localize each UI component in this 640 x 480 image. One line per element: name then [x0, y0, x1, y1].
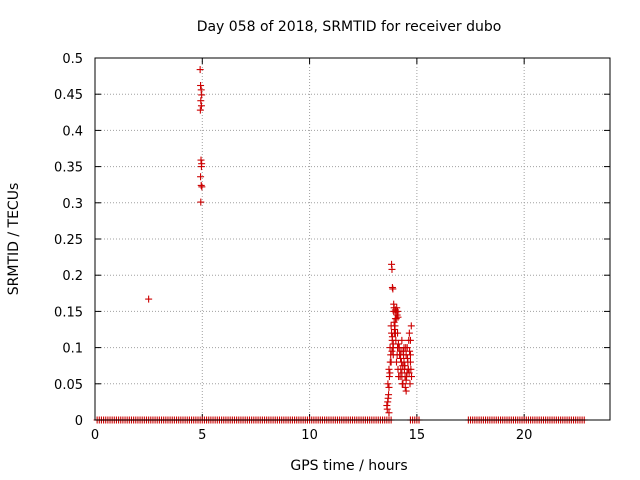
data-point: [396, 351, 404, 359]
data-point: [197, 156, 205, 164]
data-point: [394, 365, 402, 373]
data-point: [384, 394, 392, 402]
data-point: [388, 265, 396, 273]
data-point: [402, 387, 410, 395]
grid-lines: [95, 58, 610, 420]
y-tick-label: 0.3: [62, 197, 83, 212]
data-point: [397, 347, 405, 355]
data-point: [400, 344, 408, 352]
data-point: [405, 329, 413, 337]
data-point: [397, 358, 405, 366]
data-point: [399, 362, 407, 370]
y-tick-label: 0.4: [62, 124, 83, 139]
data-point: [197, 181, 205, 189]
chart-title: Day 058 of 2018, SRMTID for receiver dub…: [197, 19, 502, 35]
data-point: [406, 347, 414, 355]
x-axis-title: GPS time / hours: [290, 458, 407, 474]
x-axis-ticks: 0 5 10 15 20: [91, 58, 533, 443]
x-tick-label: 5: [198, 428, 206, 443]
data-point: [197, 102, 205, 110]
data-point: [145, 295, 153, 303]
data-point: [407, 322, 415, 330]
plot-frame: [94, 57, 611, 421]
data-point: [402, 376, 410, 384]
data-point: [406, 351, 414, 359]
y-tick-label: 0.1: [62, 342, 83, 357]
x-tick-label: 10: [301, 428, 318, 443]
data-point: [390, 318, 398, 326]
data-point: [406, 336, 414, 344]
data-point: [387, 351, 395, 359]
data-point: [197, 198, 205, 206]
data-point: [197, 163, 205, 171]
data-point: [385, 409, 393, 417]
data-point: [394, 313, 402, 321]
data-point: [389, 285, 397, 293]
data-point: [388, 347, 396, 355]
data-point: [404, 365, 412, 373]
data-point: [197, 173, 205, 181]
data-point: [398, 336, 406, 344]
y-tick-label: 0.15: [54, 305, 83, 320]
data-point: [384, 380, 392, 388]
data-point: [391, 326, 399, 333]
data-point: [403, 369, 411, 377]
data-point: [383, 405, 391, 413]
y-tick-label: 0.35: [54, 161, 83, 176]
y-tick-label: 0.5: [62, 52, 83, 67]
y-tick-label: 0.45: [54, 88, 83, 103]
data-point: [401, 383, 409, 391]
data-point: [385, 365, 393, 373]
data-point: [394, 340, 402, 348]
data-point: [197, 82, 205, 90]
data-point: [391, 329, 399, 337]
data-point: [389, 344, 397, 352]
y-tick-label: 0: [75, 414, 83, 429]
x-tick-label: 20: [516, 428, 533, 443]
data-point: [385, 383, 393, 391]
y-axis-title: SRMTID / TECUs: [6, 183, 22, 296]
data-point: [387, 358, 395, 366]
x-tick-label: 0: [91, 428, 99, 443]
y-tick-label: 0.2: [62, 269, 83, 284]
data-point: [406, 380, 414, 388]
data-point: [196, 106, 204, 114]
data-point: [386, 369, 394, 377]
data-point: [403, 354, 411, 362]
data-point: [197, 97, 205, 105]
data-point: [397, 354, 405, 362]
data-points: [145, 66, 416, 417]
y-tick-label: 0.05: [54, 378, 83, 393]
data-point: [198, 183, 206, 191]
x-tick-label: 15: [409, 428, 426, 443]
data-point: [196, 66, 204, 74]
y-tick-label: 0.25: [54, 233, 83, 248]
data-point: [398, 373, 406, 381]
data-point: [198, 91, 206, 99]
data-point: [392, 336, 400, 344]
data-point: [388, 333, 396, 341]
y-axis-ticks: 0 0.05 0.1 0.15 0.2 0.25 0.3 0.35 0.4 0.45 0.5: [54, 52, 610, 429]
data-point: [398, 380, 406, 388]
